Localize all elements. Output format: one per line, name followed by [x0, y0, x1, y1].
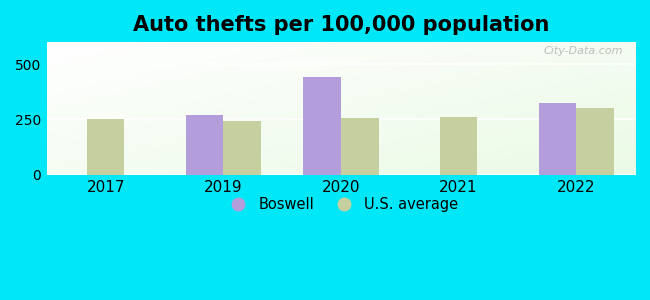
Bar: [576, 108, 614, 175]
Bar: [304, 77, 341, 175]
Bar: [341, 118, 378, 175]
Bar: [223, 121, 261, 175]
Bar: [87, 119, 124, 175]
Bar: [539, 103, 576, 175]
Text: City-Data.com: City-Data.com: [544, 46, 623, 56]
Title: Auto thefts per 100,000 population: Auto thefts per 100,000 population: [133, 15, 549, 35]
Bar: [439, 117, 477, 175]
Legend: Boswell, U.S. average: Boswell, U.S. average: [218, 191, 464, 218]
Bar: [186, 116, 223, 175]
